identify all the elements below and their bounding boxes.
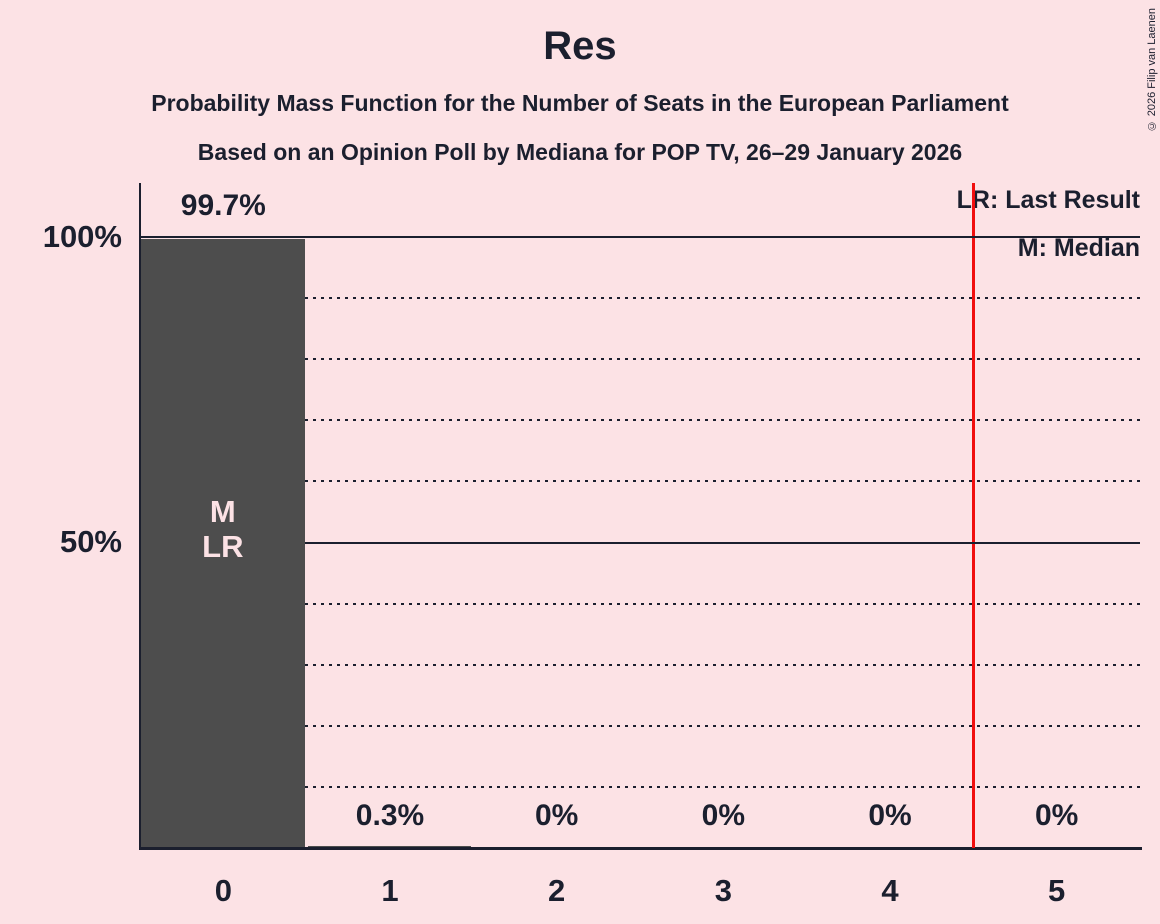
x-tick-2: 2 xyxy=(548,873,566,908)
value-label-3: 0% xyxy=(701,799,745,832)
gridline-dotted-30pct xyxy=(304,663,1140,666)
legend-last-result: LR: Last Result xyxy=(956,186,1140,214)
bar-annotation-line: LR xyxy=(202,529,244,565)
copyright-notice: © 2026 Filip van Laenen xyxy=(1146,8,1158,132)
chart-title: Res xyxy=(543,24,617,68)
y-axis-line xyxy=(139,183,141,849)
x-tick-1: 1 xyxy=(381,873,399,908)
gridline-dotted-70pct xyxy=(304,419,1140,422)
gridline-dotted-80pct xyxy=(304,358,1140,361)
bar-annotation-0: M LR xyxy=(141,494,305,564)
value-label-4: 0% xyxy=(868,799,912,832)
y-tick-50: 50% xyxy=(59,524,122,559)
value-label-0: 99.7% xyxy=(180,188,266,222)
x-tick-3: 3 xyxy=(714,873,732,908)
y-tick-100: 100% xyxy=(42,219,122,254)
gridline-dotted-40pct xyxy=(304,602,1140,605)
value-label-2: 0% xyxy=(534,799,579,832)
chart-poll-info: Based on an Opinion Poll by Mediana for … xyxy=(197,139,963,165)
legend-median: M: Median xyxy=(1017,234,1140,262)
gridline-solid-100pct xyxy=(140,236,1140,238)
chart-subtitle: Probability Mass Function for the Number… xyxy=(151,90,1009,116)
x-tick-0: 0 xyxy=(214,873,232,908)
gridline-dotted-10pct xyxy=(304,785,1140,788)
pmf-bar-1 xyxy=(307,846,472,847)
value-label-5: 0% xyxy=(1034,799,1079,832)
gridline-dotted-90pct xyxy=(304,297,1140,300)
pmf-bar-0 xyxy=(141,238,305,847)
value-label-1: 0.3% xyxy=(355,799,425,832)
gridline-solid-50pct xyxy=(304,541,1140,544)
x-tick-4: 4 xyxy=(881,873,899,908)
bar-annotation-line: M xyxy=(209,494,236,530)
x-axis-line xyxy=(139,847,1142,850)
gridline-dotted-60pct xyxy=(304,480,1140,483)
gridline-dotted-20pct xyxy=(304,724,1140,727)
threshold-line xyxy=(971,183,975,848)
x-tick-5: 5 xyxy=(1048,873,1066,908)
